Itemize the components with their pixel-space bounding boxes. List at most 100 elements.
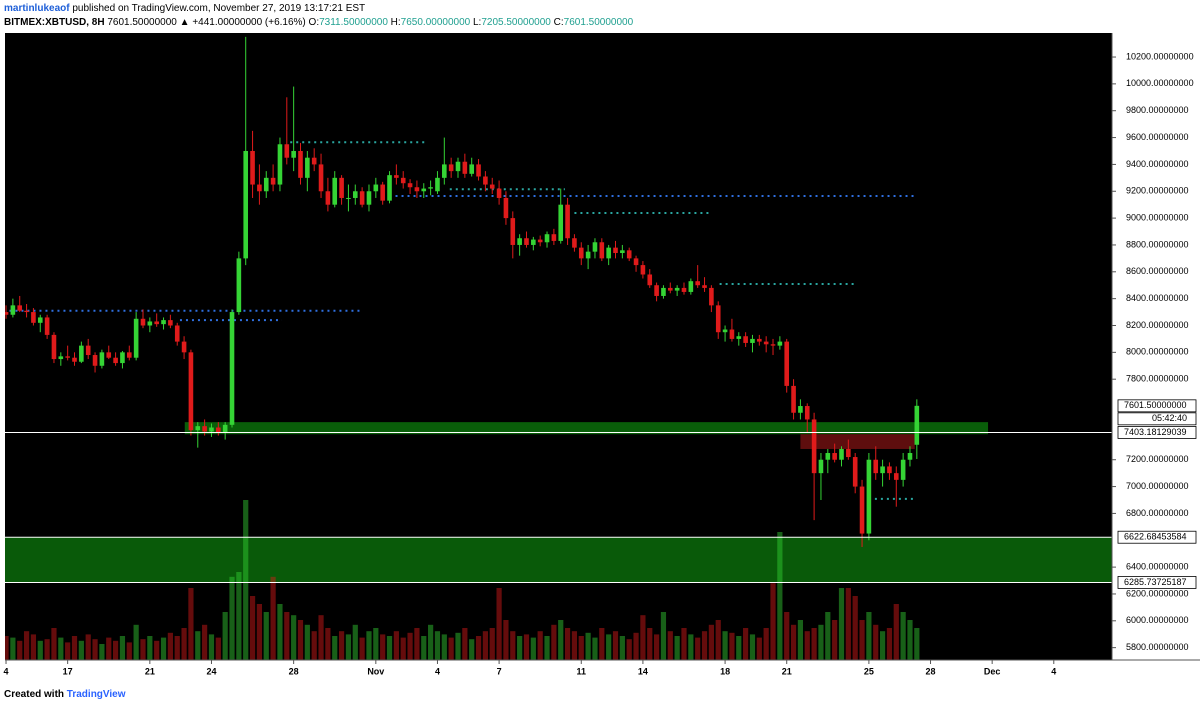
volume-bar xyxy=(119,636,126,660)
volume-bar xyxy=(722,631,728,660)
volume-bar xyxy=(544,636,550,660)
x-tick-label: 4 xyxy=(435,666,440,676)
candle-body xyxy=(578,247,584,259)
candle-body xyxy=(531,239,536,245)
candle-body xyxy=(428,187,433,189)
volume-bar xyxy=(558,620,564,660)
candle-body xyxy=(407,183,413,188)
volume-bar xyxy=(790,624,797,660)
volume-bar xyxy=(845,588,851,660)
header: martinlukeaof published on TradingView.c… xyxy=(4,2,633,30)
author[interactable]: martinlukeaof xyxy=(4,3,70,14)
volume-bar xyxy=(510,631,516,660)
volume-bar xyxy=(147,636,153,660)
volume-bar xyxy=(660,612,667,660)
x-tick-label: 25 xyxy=(864,666,874,676)
y-tick-label: 8200.00000000 xyxy=(1126,320,1189,330)
candle-body xyxy=(811,419,817,474)
candle-body xyxy=(702,285,707,288)
volume-bar xyxy=(784,612,790,660)
volume-bar xyxy=(749,634,756,660)
volume-bar xyxy=(667,631,673,660)
candle-body xyxy=(592,242,598,252)
x-tick-label: 7 xyxy=(497,666,502,676)
candle-body xyxy=(318,164,324,192)
candle-body xyxy=(92,355,98,366)
volume-bar xyxy=(174,636,180,660)
candle-body xyxy=(58,356,64,360)
volume-bar xyxy=(140,639,146,660)
countdown-label: 05:42:40 xyxy=(1152,413,1187,423)
y-tick-label: 9800.00000000 xyxy=(1126,105,1189,115)
y-tick-label: 8000.00000000 xyxy=(1126,347,1189,357)
candle-body xyxy=(489,184,495,189)
brand[interactable]: TradingView xyxy=(66,689,126,700)
last: 7601.50000000 xyxy=(107,17,177,28)
candle-body xyxy=(620,250,625,254)
volume-bar xyxy=(380,634,386,660)
candle-body xyxy=(613,247,618,254)
volume-bar xyxy=(729,632,735,660)
candle-body xyxy=(380,184,385,201)
candle-body xyxy=(188,352,194,431)
y-tick-label: 6400.00000000 xyxy=(1126,561,1189,571)
volume-bar xyxy=(338,631,345,660)
volume-bar xyxy=(208,634,215,660)
volume-bar xyxy=(133,624,139,660)
candle-body xyxy=(394,175,399,178)
volume-bar xyxy=(126,642,132,660)
volume-bar xyxy=(873,624,879,660)
candle-body xyxy=(483,176,488,185)
volume-bar xyxy=(345,634,352,660)
chart: 10200.00000000 10000.00000000 9800.0000000… xyxy=(4,33,1200,676)
volume-bar xyxy=(530,637,536,660)
label: C: xyxy=(553,17,564,28)
volume-bar xyxy=(743,628,749,660)
volume-bar xyxy=(633,632,639,660)
zone xyxy=(184,422,989,435)
volume-bar xyxy=(92,639,98,660)
candle-body xyxy=(469,164,474,174)
volume-bar xyxy=(85,634,91,660)
volume-bar xyxy=(414,628,420,660)
candle-body xyxy=(5,312,9,315)
candle-body xyxy=(510,218,516,245)
candle-body xyxy=(37,317,43,323)
x-tick-label: 21 xyxy=(782,666,792,676)
x-tick-label: 28 xyxy=(926,666,936,676)
volume-bar xyxy=(715,620,721,660)
y-tick-label: 9000.00000000 xyxy=(1126,212,1189,222)
volume-bar xyxy=(688,634,694,660)
volume-bar xyxy=(756,637,762,660)
label: O: xyxy=(308,17,320,28)
volume-bar xyxy=(421,636,427,660)
y-tick-label: 9600.00000000 xyxy=(1126,132,1189,142)
candle-body xyxy=(818,459,824,474)
candle-body xyxy=(65,356,70,358)
y-tick-label: 9400.00000000 xyxy=(1126,159,1189,169)
candle-body xyxy=(359,191,365,205)
volume-bar xyxy=(249,596,256,660)
x-tick-label: 28 xyxy=(289,666,299,676)
volume-bar xyxy=(10,637,16,660)
volume-bar xyxy=(832,620,838,660)
candle-body xyxy=(421,188,427,192)
candle-body xyxy=(524,238,529,245)
candle-body xyxy=(558,204,564,241)
candle-body xyxy=(880,466,885,474)
volume-bar xyxy=(674,636,680,660)
volume-bar xyxy=(222,612,228,660)
volume-bar xyxy=(154,640,160,660)
candle-body xyxy=(743,336,748,343)
byline: published on TradingView.com, November 2… xyxy=(72,3,366,14)
volume-bar xyxy=(188,588,194,660)
volume-bar xyxy=(23,631,30,660)
candle-body xyxy=(387,175,392,201)
candle-body xyxy=(31,312,36,323)
candle-body xyxy=(791,385,796,413)
y-tick-label: 10000.00000000 xyxy=(1126,78,1194,88)
volume-bar xyxy=(612,631,619,660)
volume-bar xyxy=(400,637,406,660)
candle-body xyxy=(455,161,461,172)
candle-body xyxy=(161,320,166,325)
